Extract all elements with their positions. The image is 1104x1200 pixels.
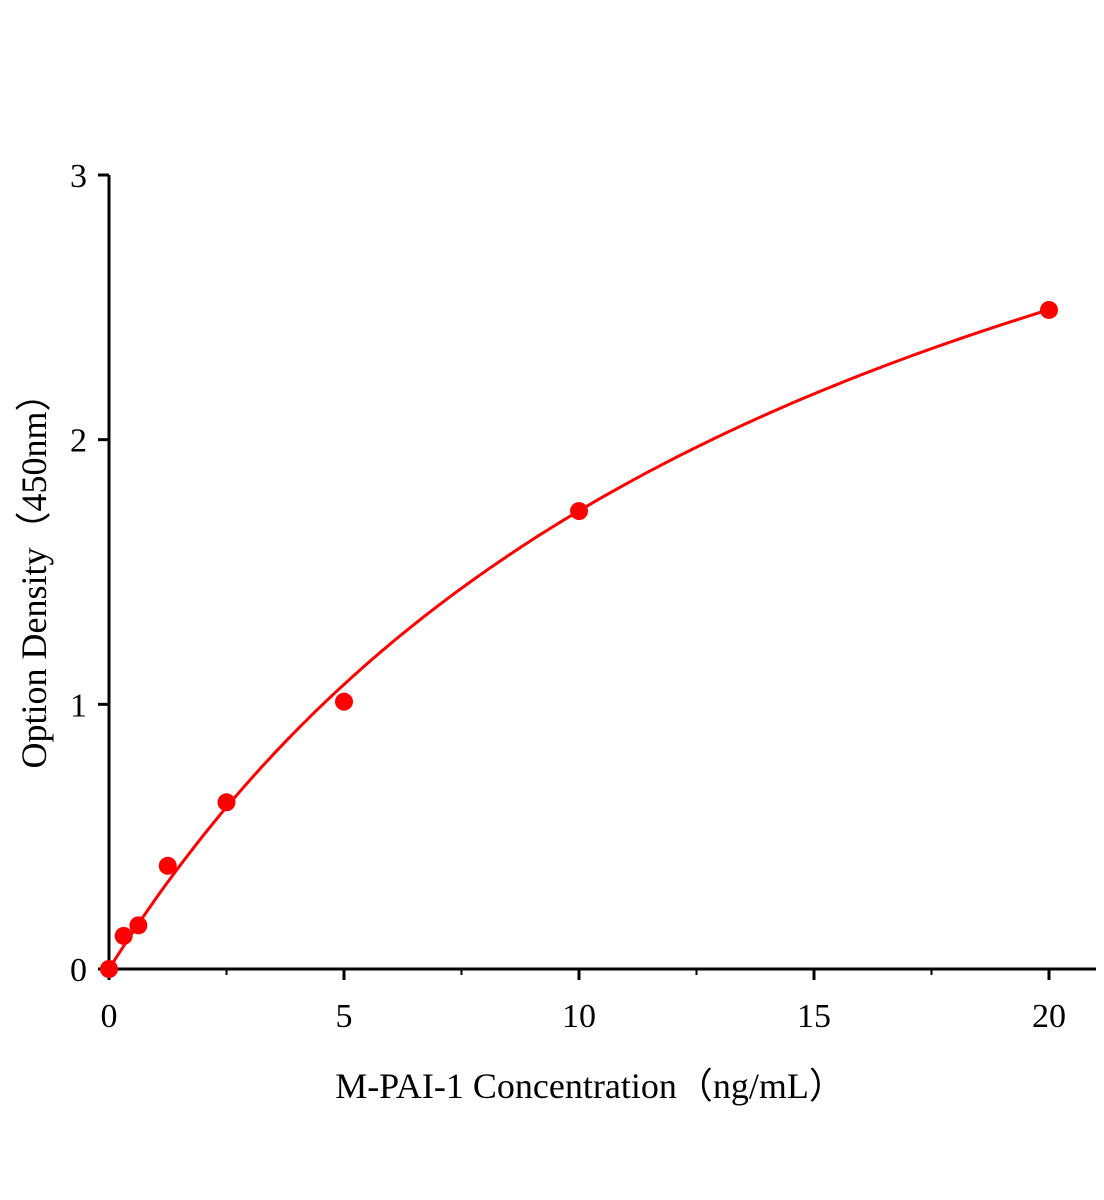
data-point	[158, 856, 177, 875]
x-tick-label: 10	[562, 998, 596, 1035]
data-point	[114, 926, 133, 945]
x-tick-label: 0	[101, 998, 118, 1035]
y-tick-label: 2	[70, 423, 87, 460]
y-tick-label: 3	[70, 158, 87, 195]
axes	[107, 174, 1096, 971]
fit-curve	[107, 308, 1050, 970]
x-tick-label: 15	[797, 998, 831, 1035]
x-axis-label: M-PAI-1 Concentration（ng/mL）	[335, 1066, 845, 1106]
data-points	[100, 300, 1058, 978]
y-tick-label: 0	[70, 952, 87, 989]
data-point	[1040, 300, 1058, 319]
data-point	[100, 960, 118, 978]
ticks: 0 5 10 15 20 0 1 2 3	[70, 158, 1066, 1035]
y-axis-label: Option Density（450nm）	[14, 376, 54, 769]
x-tick-label: 5	[336, 998, 353, 1035]
x-tick-label: 20	[1032, 998, 1066, 1035]
data-point	[129, 916, 148, 935]
data-point	[217, 793, 236, 812]
data-point	[335, 692, 353, 711]
data-point	[570, 502, 588, 521]
y-tick-label: 1	[70, 687, 87, 724]
